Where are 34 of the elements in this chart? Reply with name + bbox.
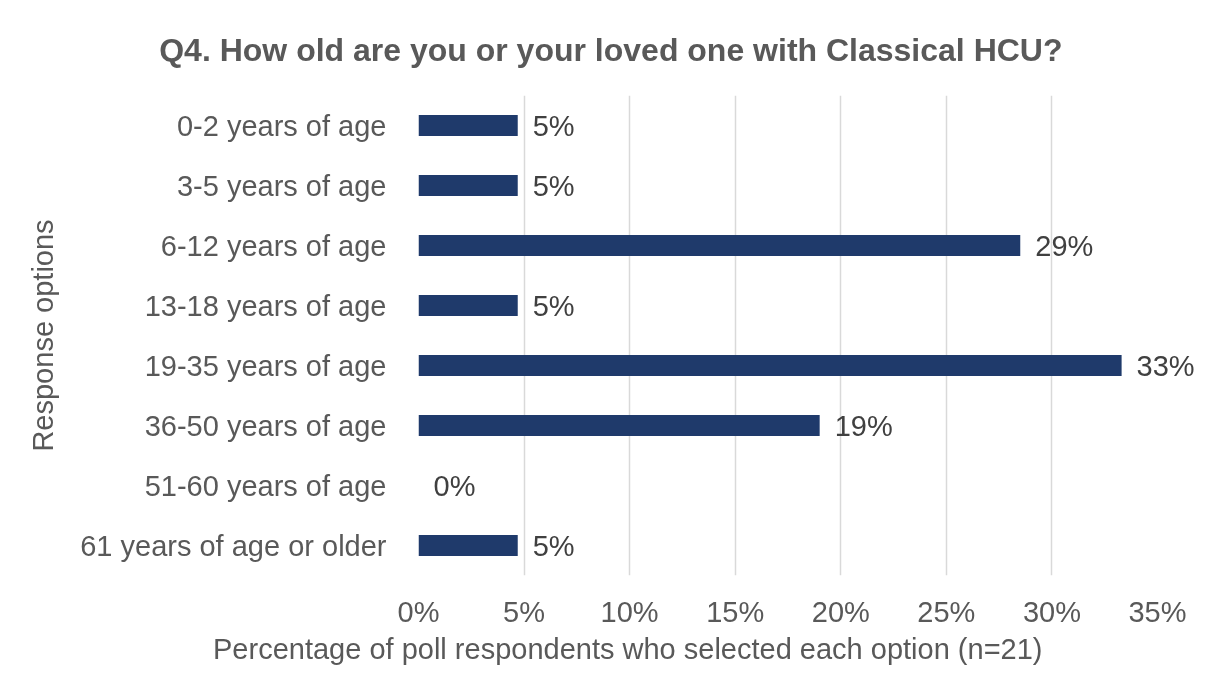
x-tick-label: 20% xyxy=(811,595,870,628)
y-tick-label: 36-50 years of age xyxy=(144,409,387,442)
data-label: 5% xyxy=(532,169,575,202)
y-tick-label: 6-12 years of age xyxy=(160,229,387,262)
y-axis-title: Response options xyxy=(27,219,60,452)
data-label: 5% xyxy=(532,529,575,562)
bar xyxy=(418,295,518,316)
x-tick-label: 0% xyxy=(397,595,440,628)
y-tick-label: 61 years of age or older xyxy=(80,529,387,562)
y-tick-label: 19-35 years of age xyxy=(144,349,387,382)
data-label: 19% xyxy=(834,409,893,442)
x-tick-label: 15% xyxy=(706,595,765,628)
x-tick-label: 30% xyxy=(1022,595,1081,628)
x-tick-label: 10% xyxy=(600,595,659,628)
bar xyxy=(418,175,518,196)
chart-title: Q4. How old are you or your loved one with Classical HCU? xyxy=(159,31,1063,68)
y-tick-label: 51-60 years of age xyxy=(144,469,387,502)
data-label: 29% xyxy=(1035,229,1094,262)
bar xyxy=(418,415,820,436)
x-axis-title: Percentage of poll respondents who selected each option (n=21) xyxy=(213,632,1043,665)
bar xyxy=(418,235,1021,256)
data-label: 5% xyxy=(532,289,575,322)
data-label: 5% xyxy=(532,109,575,142)
data-label: 0% xyxy=(433,469,476,502)
y-tick-label: 0-2 years of age xyxy=(176,109,387,142)
x-tick-label: 25% xyxy=(917,595,976,628)
bar xyxy=(418,115,518,136)
y-tick-label: 13-18 years of age xyxy=(144,289,387,322)
bar xyxy=(418,535,518,556)
data-label: 33% xyxy=(1136,349,1195,382)
x-tick-label: 35% xyxy=(1128,595,1187,628)
y-tick-label: 3-5 years of age xyxy=(176,169,387,202)
bar xyxy=(418,355,1122,376)
x-tick-label: 5% xyxy=(503,595,546,628)
